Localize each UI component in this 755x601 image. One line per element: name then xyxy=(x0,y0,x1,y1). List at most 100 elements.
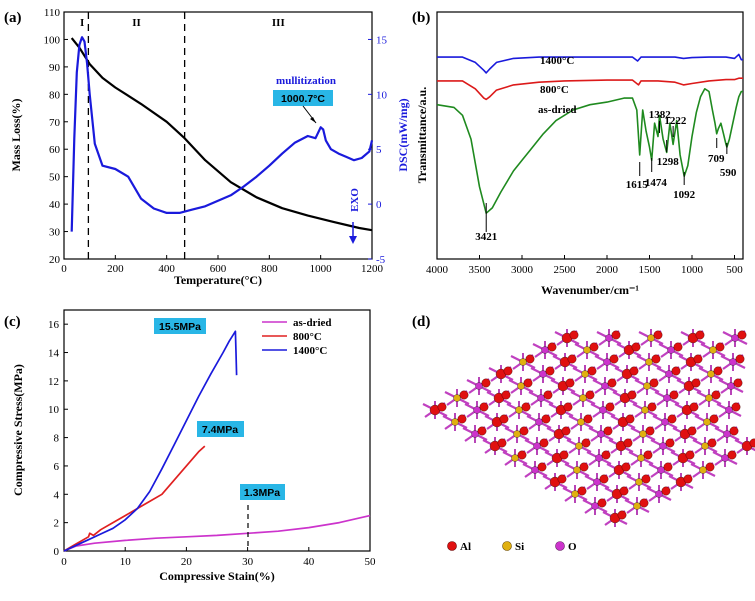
legend-o: O xyxy=(568,541,577,553)
x-tick-label-a: 600 xyxy=(210,263,227,275)
region-label-II: II xyxy=(132,17,141,29)
x-tick-label-a: 1200 xyxy=(361,263,384,275)
y-tick-label-a: 110 xyxy=(44,7,61,19)
y2-tick-label-a: -5 xyxy=(376,254,386,266)
x-tick-label-b: 500 xyxy=(726,264,743,276)
peak-label-709: 709 xyxy=(708,153,725,165)
y-tick-label-a: 50 xyxy=(49,172,61,184)
atom-si xyxy=(635,478,643,486)
atom-si xyxy=(709,346,717,354)
atom-o xyxy=(655,490,663,498)
y-tick-label-c: 4 xyxy=(54,489,60,501)
x-tick-label-b: 3000 xyxy=(511,264,534,276)
atom-al xyxy=(519,426,529,436)
stress-1400C xyxy=(63,330,238,552)
badge-asdried xyxy=(240,484,285,500)
atom-si xyxy=(575,442,583,450)
legend-si: Si xyxy=(515,541,524,553)
x-axis-title-c: Compressive Stain(%) xyxy=(159,569,274,583)
atom-o xyxy=(531,466,539,474)
atom-si xyxy=(639,430,647,438)
atom-o xyxy=(591,502,599,510)
y-tick-label-c: 16 xyxy=(48,319,60,331)
atom-o xyxy=(723,430,731,438)
y2-tick-label-a: 0 xyxy=(376,199,382,211)
atom-si xyxy=(583,346,591,354)
legend-c-asdried: as-dried xyxy=(293,317,332,329)
x-tick-label-a: 800 xyxy=(261,263,278,275)
atom-al xyxy=(457,414,467,424)
atom-si xyxy=(579,394,587,402)
atom-al xyxy=(621,462,631,472)
plot-frame-a xyxy=(63,11,373,260)
atom-al xyxy=(481,378,491,388)
atom-si xyxy=(519,358,527,366)
atom-al xyxy=(639,498,649,508)
atom-al xyxy=(607,378,617,388)
legend-al-dot xyxy=(447,541,457,551)
atom-al xyxy=(603,426,613,436)
atom-o xyxy=(729,358,737,366)
atom-o xyxy=(533,442,541,450)
atom-o xyxy=(593,478,601,486)
badge-1400 xyxy=(154,318,206,334)
atom-al xyxy=(617,510,627,520)
peak-label-590: 590 xyxy=(720,167,737,179)
atom-al xyxy=(647,402,657,412)
y-tick-label-c: 14 xyxy=(48,348,60,360)
peak-temp-badge xyxy=(273,90,333,106)
atom-o xyxy=(725,406,733,414)
atom-al xyxy=(695,330,705,340)
y2-tick-label-a: 5 xyxy=(376,144,382,156)
atom-o xyxy=(539,370,547,378)
atom-al xyxy=(645,426,655,436)
atom-o xyxy=(659,442,667,450)
atom-o xyxy=(667,346,675,354)
atom-al xyxy=(541,414,551,424)
atom-o xyxy=(537,394,545,402)
panel-label-a: (a) xyxy=(4,10,22,26)
x-tick-label-b: 2000 xyxy=(596,264,619,276)
atom-al xyxy=(709,414,719,424)
y-tick-label-a: 60 xyxy=(49,144,61,156)
peak-label-1615: 1615 xyxy=(626,179,649,191)
atom-al xyxy=(711,390,721,400)
plot-frame-b xyxy=(436,11,744,260)
x-tick-label-c: 50 xyxy=(365,556,377,568)
atom-al xyxy=(661,486,671,496)
atom-o xyxy=(471,430,479,438)
atom-al xyxy=(713,366,723,376)
y-tick-label-a: 30 xyxy=(49,227,61,239)
atom-si xyxy=(637,454,645,462)
exo-label: EXO xyxy=(349,188,361,212)
atom-o xyxy=(665,370,673,378)
ftir-1400C xyxy=(437,53,743,74)
x-tick-label-b: 2500 xyxy=(554,264,577,276)
atom-o xyxy=(661,418,669,426)
peak-label-1298: 1298 xyxy=(657,156,680,168)
atom-al xyxy=(543,390,553,400)
atom-si xyxy=(703,418,711,426)
atom-al xyxy=(669,390,679,400)
atom-o xyxy=(721,454,729,462)
atom-o xyxy=(597,430,605,438)
legend-al: Al xyxy=(460,541,471,553)
atom-al xyxy=(597,498,607,508)
atom-o xyxy=(475,382,483,390)
x-tick-label-a: 200 xyxy=(107,263,124,275)
atom-si xyxy=(633,502,641,510)
atom-al xyxy=(663,462,673,472)
stress-800C xyxy=(63,445,206,552)
y2-axis-title-a: DSC(mW/mg) xyxy=(396,98,410,171)
panel-label-c: (c) xyxy=(4,314,21,330)
atom-o xyxy=(605,334,613,342)
atom-al xyxy=(649,378,659,388)
y-tick-label-a: 80 xyxy=(49,89,61,101)
legend-si-dot xyxy=(502,541,512,551)
atom-o xyxy=(601,382,609,390)
atom-o xyxy=(727,382,735,390)
atom-al xyxy=(559,450,569,460)
badge-asdried-text: 1.3MPa xyxy=(244,487,280,499)
atom-al xyxy=(683,474,693,484)
y-tick-label-a: 20 xyxy=(49,254,61,266)
